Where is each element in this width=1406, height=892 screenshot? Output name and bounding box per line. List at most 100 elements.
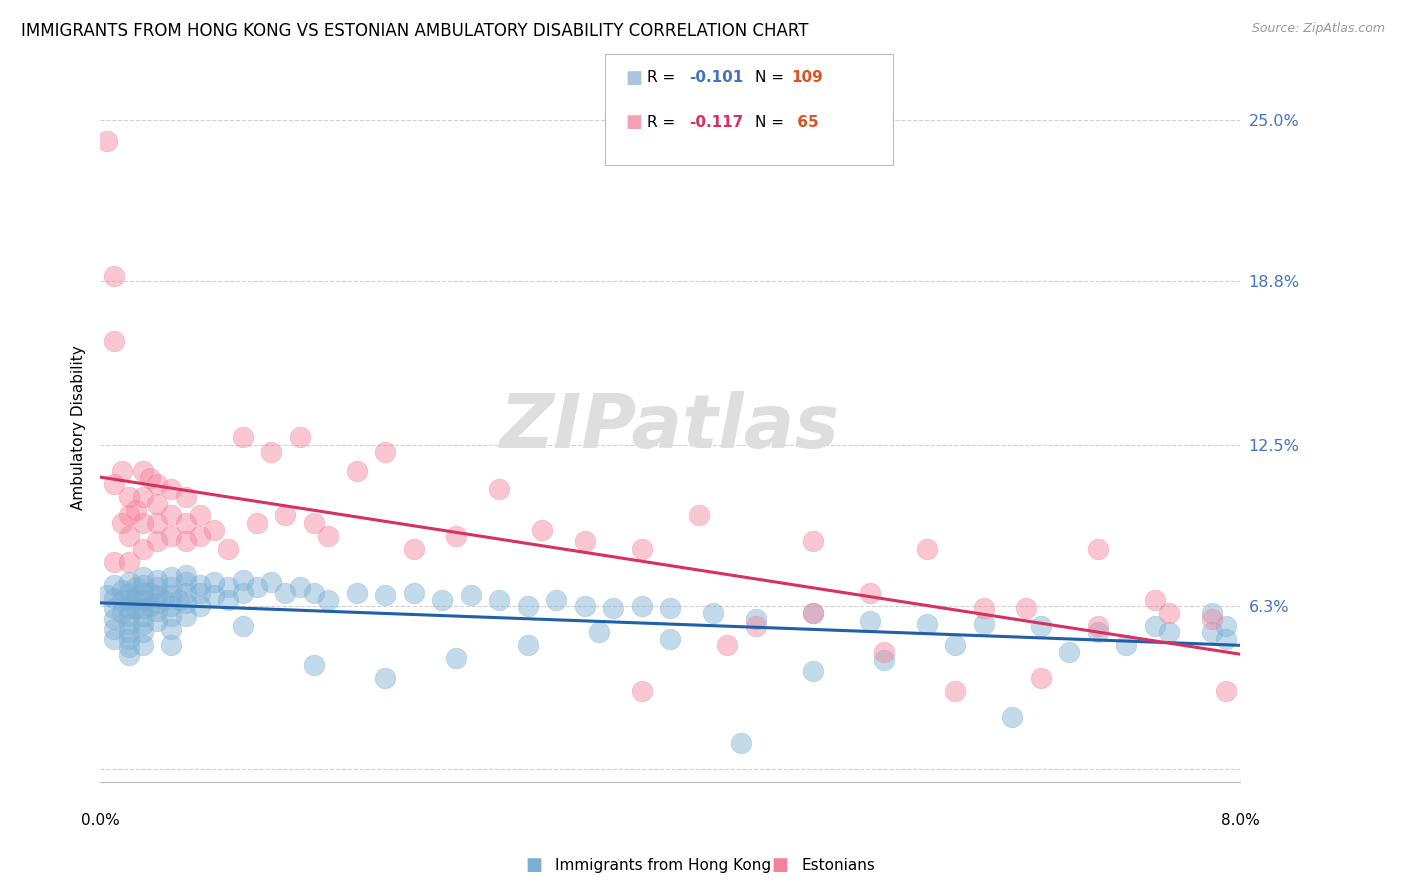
Point xyxy=(146,596,169,610)
Point xyxy=(160,638,183,652)
Point xyxy=(160,599,183,613)
Point xyxy=(174,596,197,610)
Point xyxy=(973,616,995,631)
Point xyxy=(346,464,368,478)
Point xyxy=(160,570,183,584)
Point xyxy=(132,464,155,478)
Point xyxy=(146,476,169,491)
Point xyxy=(110,464,132,478)
Text: R =: R = xyxy=(647,70,681,85)
Point xyxy=(110,607,132,621)
Point xyxy=(146,573,169,587)
Point xyxy=(1143,619,1166,633)
Point xyxy=(530,524,553,538)
Point xyxy=(132,516,155,530)
Point xyxy=(153,593,176,607)
Point xyxy=(132,541,155,556)
Point xyxy=(801,664,824,678)
Point xyxy=(659,601,682,615)
Point xyxy=(374,588,396,602)
Point xyxy=(117,490,139,504)
Point xyxy=(1215,619,1237,633)
Point xyxy=(174,609,197,624)
Point xyxy=(446,528,468,542)
Point xyxy=(117,640,139,655)
Point xyxy=(488,482,510,496)
Point xyxy=(1201,624,1223,639)
Point xyxy=(132,616,155,631)
Point xyxy=(943,638,966,652)
Point xyxy=(132,570,155,584)
Point xyxy=(288,430,311,444)
Point xyxy=(174,585,197,599)
Point xyxy=(232,573,254,587)
Point xyxy=(659,632,682,647)
Point xyxy=(602,601,624,615)
Point xyxy=(188,528,211,542)
Point xyxy=(103,622,125,636)
Point xyxy=(801,607,824,621)
Point xyxy=(630,684,652,698)
Point xyxy=(132,490,155,504)
Point xyxy=(146,581,169,595)
Text: ■: ■ xyxy=(626,69,643,87)
Text: Immigrants from Hong Kong: Immigrants from Hong Kong xyxy=(555,858,772,872)
Point xyxy=(96,134,118,148)
Point xyxy=(117,648,139,662)
Point xyxy=(103,554,125,568)
Point xyxy=(160,588,183,602)
Point xyxy=(103,632,125,647)
Point xyxy=(574,533,596,548)
Point xyxy=(117,601,139,615)
Point xyxy=(943,684,966,698)
Point xyxy=(188,599,211,613)
Y-axis label: Ambulatory Disability: Ambulatory Disability xyxy=(72,345,86,510)
Point xyxy=(446,650,468,665)
Text: ■: ■ xyxy=(772,856,789,874)
Point xyxy=(859,614,882,628)
Point xyxy=(859,585,882,599)
Point xyxy=(110,516,132,530)
Point xyxy=(430,593,453,607)
Point xyxy=(117,609,139,624)
Point xyxy=(246,516,269,530)
Point xyxy=(117,624,139,639)
Point xyxy=(1215,632,1237,647)
Point xyxy=(744,612,766,626)
Point xyxy=(274,508,297,522)
Point xyxy=(139,599,162,613)
Point xyxy=(146,516,169,530)
Point xyxy=(1115,638,1137,652)
Point xyxy=(588,624,610,639)
Point xyxy=(103,591,125,605)
Point xyxy=(160,508,183,522)
Point xyxy=(160,528,183,542)
Text: R =: R = xyxy=(647,115,681,129)
Text: 8.0%: 8.0% xyxy=(1220,813,1260,828)
Point xyxy=(132,624,155,639)
Point xyxy=(117,616,139,631)
Point xyxy=(1087,619,1109,633)
Point xyxy=(1029,619,1052,633)
Text: Source: ZipAtlas.com: Source: ZipAtlas.com xyxy=(1251,22,1385,36)
Text: 65: 65 xyxy=(792,115,818,129)
Point xyxy=(1215,684,1237,698)
Point xyxy=(1001,710,1024,724)
Point xyxy=(260,445,283,459)
Point xyxy=(160,581,183,595)
Point xyxy=(132,609,155,624)
Point xyxy=(574,599,596,613)
Point xyxy=(103,476,125,491)
Point xyxy=(688,508,710,522)
Text: 0.0%: 0.0% xyxy=(80,813,120,828)
Point xyxy=(346,585,368,599)
Text: -0.117: -0.117 xyxy=(689,115,744,129)
Point xyxy=(117,554,139,568)
Point xyxy=(125,601,148,615)
Point xyxy=(132,601,155,615)
Point xyxy=(232,585,254,599)
Point xyxy=(488,593,510,607)
Point xyxy=(103,268,125,283)
Point xyxy=(188,578,211,592)
Point xyxy=(125,581,148,595)
